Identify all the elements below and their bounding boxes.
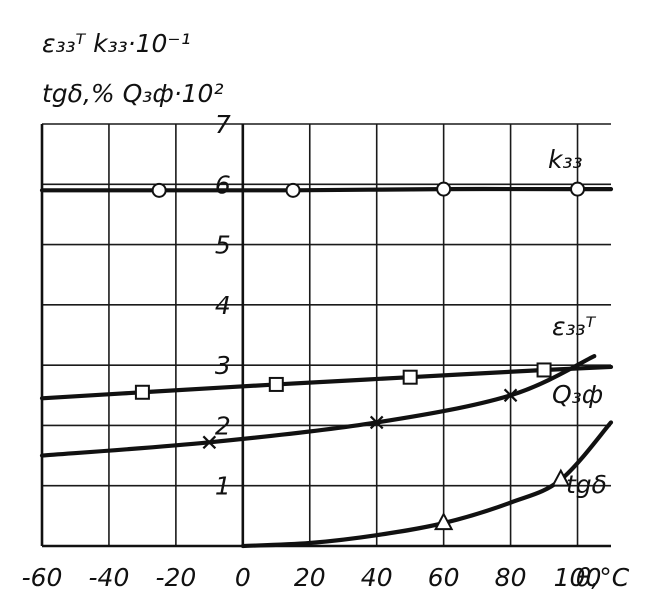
series-lines — [39, 186, 614, 549]
marker-x-2-2 — [503, 388, 518, 403]
y-axis-label-line2: tgδ,% Q₃ф·10² — [42, 79, 223, 108]
marker-square-1-0 — [134, 384, 150, 400]
series-markers: k₃₃ ε₃₃ᵀ Q₃ф tgδ — [134, 145, 607, 531]
x-tick-label-6: 60 — [428, 563, 460, 592]
x-tick-label-2: -20 — [155, 563, 196, 592]
series-label-2: Q₃ф — [552, 380, 603, 409]
x-axis-label: θ,°C — [576, 563, 630, 592]
series-label-1: ε₃₃ᵀ — [552, 312, 597, 341]
y-tick-label-1: 2 — [215, 411, 231, 440]
marker-square-1-2 — [402, 369, 418, 385]
x-tick-label-7: 80 — [495, 563, 527, 592]
marker-x-2-2-b — [503, 388, 518, 403]
marker-square-1-3 — [536, 362, 552, 378]
y-axis-label-line1: ε₃₃ᵀ k₃₃·10⁻¹ — [42, 29, 191, 58]
marker-x-2-1-b — [369, 415, 384, 430]
y-tick-label-4: 5 — [215, 231, 231, 260]
marker-x-2-1 — [369, 415, 384, 430]
marker-circle-0-2 — [436, 181, 452, 197]
y-tick-label-5: 6 — [215, 170, 231, 199]
tick-labels: -60 -40 -20 0 20 40 60 80 100 1 2 3 4 5 6 7 — [22, 110, 602, 592]
y-tick-label-0: 1 — [215, 472, 231, 501]
marker-triangle-3-0 — [433, 511, 454, 531]
marker-circle-0-1 — [285, 182, 301, 198]
x-tick-label-5: 40 — [361, 563, 393, 592]
marker-triangle-3-1 — [551, 468, 571, 487]
series-label-0: k₃₃ — [548, 145, 583, 174]
marker-x-2-0 — [202, 435, 217, 450]
y-tick-label-2: 3 — [215, 351, 231, 380]
marker-circle-0-0 — [151, 182, 167, 198]
y-tick-label-3: 4 — [215, 291, 231, 320]
x-tick-label-1: -40 — [89, 563, 130, 592]
marker-x-2-0-b — [202, 435, 217, 450]
series-line-1 — [39, 364, 614, 401]
series-line-0 — [39, 186, 614, 193]
labels: ε₃₃ᵀ k₃₃·10⁻¹ tgδ,% Q₃ф·10² θ,°C — [42, 29, 630, 592]
axes — [40, 124, 611, 548]
x-tick-label-4: 20 — [294, 563, 326, 592]
y-tick-label-6: 7 — [215, 110, 231, 139]
series-label-3: tgδ — [566, 470, 607, 499]
marker-square-1-1 — [268, 376, 284, 392]
x-tick-label-8: 100 — [554, 563, 602, 592]
x-tick-label-3: 0 — [235, 563, 251, 592]
marker-circle-0-3 — [570, 181, 586, 197]
x-tick-label-0: -60 — [22, 563, 63, 592]
series-line-2 — [39, 354, 597, 458]
